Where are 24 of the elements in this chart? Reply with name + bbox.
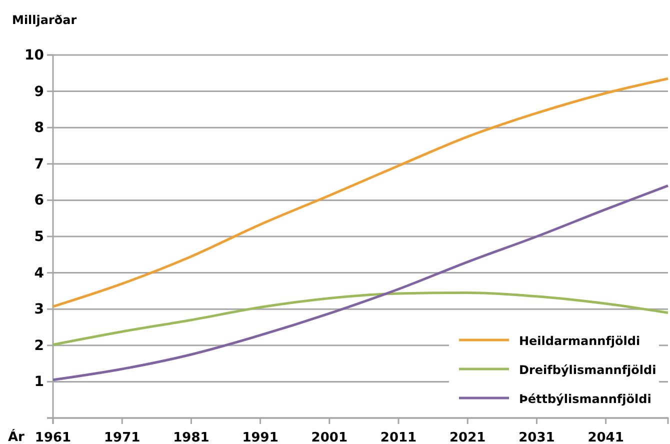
legend-label: Þéttbýlismannfjöldi xyxy=(519,392,652,406)
x-axis-title: Ár xyxy=(8,428,26,444)
x-tick-label: 1991 xyxy=(242,430,278,444)
y-tick-label: 2 xyxy=(34,338,44,354)
y-tick-label: 8 xyxy=(34,120,44,136)
y-tick-label: 1 xyxy=(34,374,44,390)
x-tick-label: 2001 xyxy=(311,430,348,444)
y-tick-label: 4 xyxy=(34,265,44,282)
y-tick-label: 9 xyxy=(34,84,44,100)
y-tick-label: 6 xyxy=(34,192,44,209)
y-tick-label: 3 xyxy=(34,302,44,318)
y-tick-label: 10 xyxy=(24,47,44,64)
x-tick-label: 1961 xyxy=(34,430,72,444)
x-tick-label: 2011 xyxy=(380,430,417,444)
x-tick-label: 2021 xyxy=(450,430,486,444)
y-tick-label: 5 xyxy=(34,228,44,245)
x-tick-label: 2031 xyxy=(518,430,555,444)
y-axis-title: Milljarðar xyxy=(12,13,77,27)
x-tick-label: 2041 xyxy=(588,430,624,444)
legend-label: Dreifbýlismannfjöldi xyxy=(519,363,656,377)
x-tick-label: 1971 xyxy=(104,430,140,444)
legend-label: Heildarmannfjöldi xyxy=(519,334,640,348)
y-tick-label: 7 xyxy=(34,156,44,172)
x-tick-label: 1981 xyxy=(173,430,210,444)
